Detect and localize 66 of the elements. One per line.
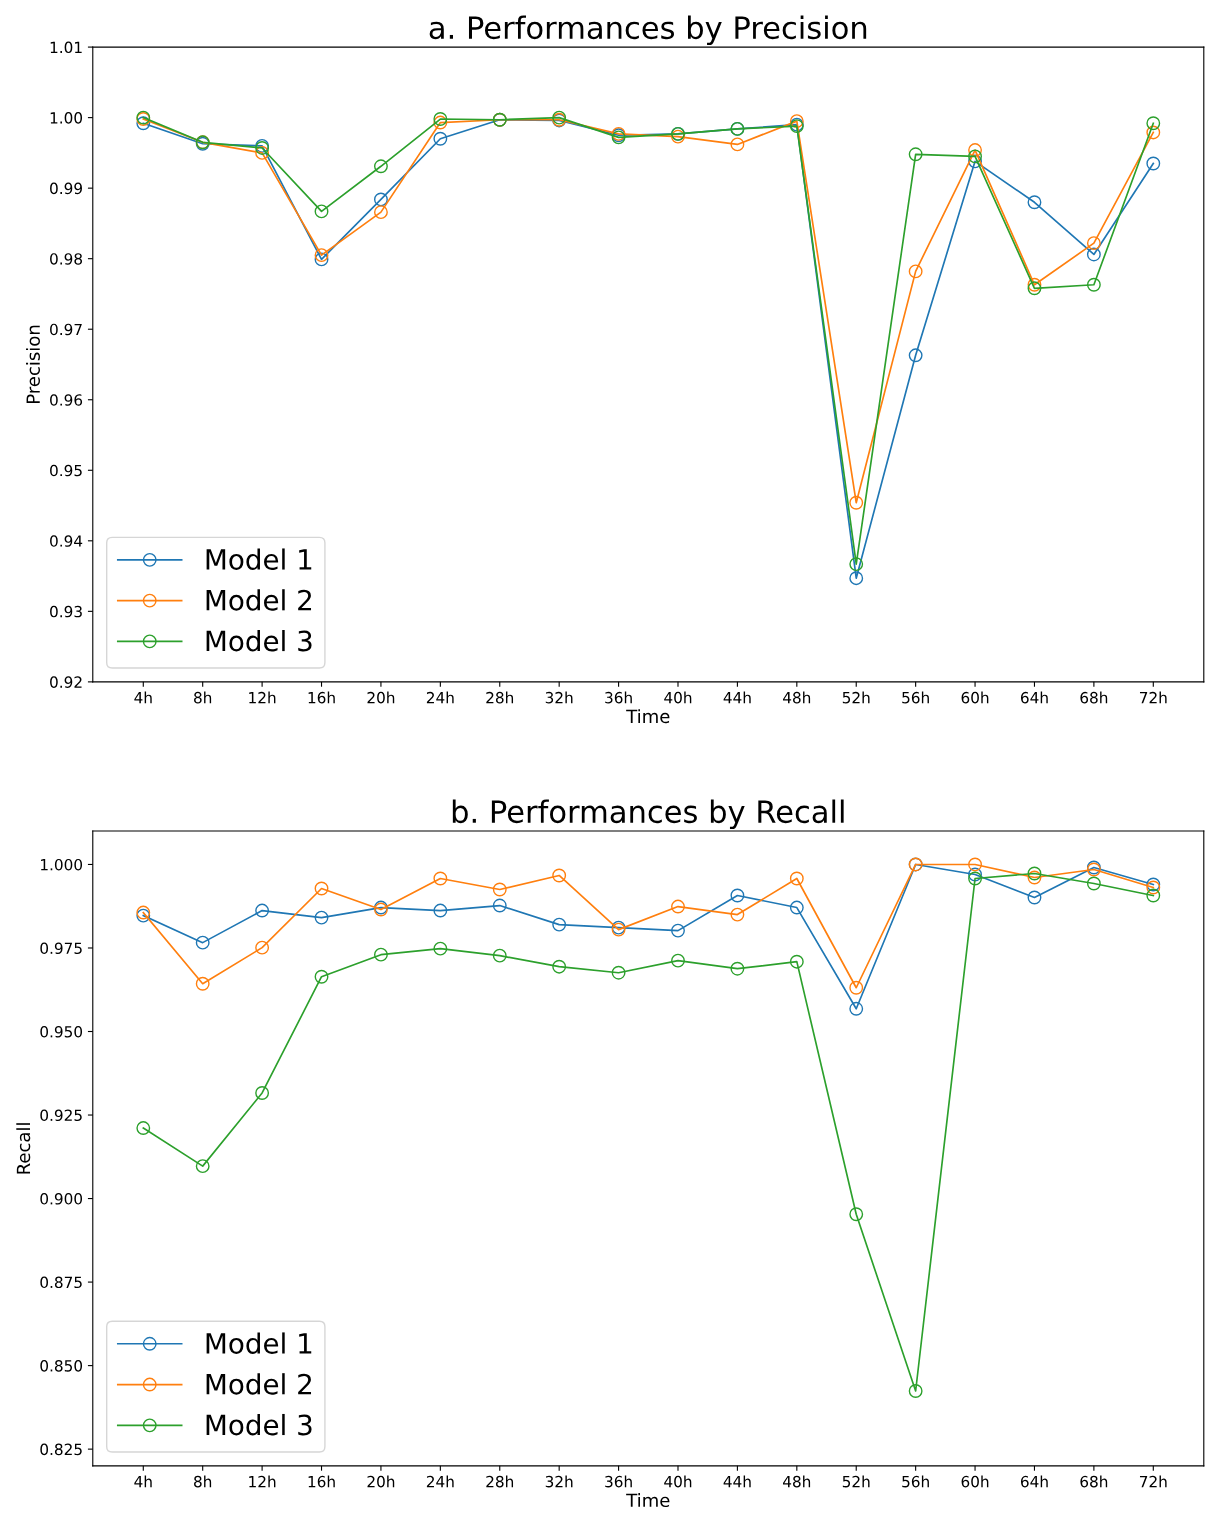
y-tick-label: 0.950 bbox=[40, 1025, 83, 1038]
y-tick-label: 0.99 bbox=[50, 182, 82, 195]
legend-label: Model 3 bbox=[206, 1413, 312, 1436]
x-tick-label: 56h bbox=[902, 691, 929, 704]
chart-title: a. Performances by Precision bbox=[429, 15, 867, 46]
x-tick-label: 36h bbox=[605, 1475, 632, 1488]
x-tick-label: 48h bbox=[783, 1475, 811, 1488]
y-tick-label: 0.96 bbox=[50, 394, 83, 406]
y-tick-label: 0.825 bbox=[40, 1443, 82, 1456]
legend-label: Model 1 bbox=[206, 548, 312, 570]
x-tick-label: 28h bbox=[486, 691, 514, 704]
x-tick-label: 56h bbox=[902, 1475, 929, 1488]
x-tick-label: 24h bbox=[426, 691, 454, 704]
y-tick-label: 0.850 bbox=[40, 1360, 83, 1372]
x-tick-label: 8h bbox=[194, 691, 212, 704]
y-tick-label: 0.98 bbox=[50, 253, 83, 265]
y-tick-label: 0.92 bbox=[50, 676, 82, 688]
x-tick-label: 72h bbox=[1139, 691, 1167, 704]
y-tick-label: 0.97 bbox=[50, 323, 82, 336]
y-tick-label: 1.01 bbox=[50, 41, 82, 54]
x-tick-label: 40h bbox=[664, 691, 692, 704]
legend-label: Model 3 bbox=[206, 629, 312, 652]
y-tick-label: 1.00 bbox=[50, 112, 83, 124]
x-tick-label: 60h bbox=[961, 691, 989, 704]
y-tick-label: 0.900 bbox=[40, 1193, 83, 1205]
x-tick-label: 12h bbox=[249, 691, 276, 704]
y-tick-label: 0.925 bbox=[40, 1109, 82, 1122]
x-tick-label: 72h bbox=[1139, 1475, 1167, 1488]
y-axis-title: Recall bbox=[16, 1123, 31, 1174]
x-tick-label: 16h bbox=[308, 691, 335, 704]
x-axis-title: Time bbox=[626, 1493, 670, 1508]
x-tick-label: 68h bbox=[1080, 691, 1108, 704]
x-tick-label: 20h bbox=[367, 1475, 395, 1488]
x-tick-label: 48h bbox=[783, 691, 811, 704]
x-tick-label: 60h bbox=[961, 1475, 989, 1488]
x-tick-label: 40h bbox=[664, 1475, 692, 1488]
x-tick-label: 4h bbox=[134, 691, 152, 704]
x-tick-label: 24h bbox=[426, 1475, 454, 1488]
y-axis-title: Precision bbox=[26, 325, 40, 403]
y-tick-label: 0.94 bbox=[50, 535, 83, 547]
x-tick-label: 8h bbox=[194, 1475, 212, 1488]
x-tick-label: 20h bbox=[367, 691, 395, 704]
x-tick-label: 4h bbox=[134, 1475, 152, 1488]
y-tick-label: 0.95 bbox=[50, 464, 82, 477]
x-tick-label: 28h bbox=[486, 1475, 514, 1488]
x-axis-title: Time bbox=[626, 709, 670, 724]
legend-label: Model 1 bbox=[206, 1332, 312, 1354]
x-tick-label: 32h bbox=[545, 691, 573, 704]
x-tick-label: 44h bbox=[723, 691, 751, 704]
y-tick-label: 1.000 bbox=[41, 858, 83, 871]
x-tick-label: 64h bbox=[1020, 1475, 1048, 1488]
y-tick-label: 0.875 bbox=[40, 1276, 82, 1289]
y-tick-label: 0.93 bbox=[50, 605, 82, 618]
x-tick-label: 44h bbox=[723, 1475, 751, 1488]
y-tick-label: 0.975 bbox=[40, 942, 82, 955]
x-tick-label: 52h bbox=[842, 691, 870, 704]
x-tick-label: 68h bbox=[1080, 1475, 1108, 1488]
x-tick-label: 52h bbox=[842, 1475, 870, 1488]
x-tick-label: 16h bbox=[308, 1475, 335, 1488]
x-tick-label: 64h bbox=[1020, 691, 1048, 704]
legend-label: Model 2 bbox=[206, 589, 312, 611]
legend-label: Model 2 bbox=[206, 1373, 312, 1395]
x-tick-label: 36h bbox=[605, 691, 632, 704]
x-tick-label: 12h bbox=[249, 1475, 276, 1488]
x-tick-label: 32h bbox=[545, 1475, 573, 1488]
chart-title: b. Performances by Recall bbox=[452, 799, 844, 830]
